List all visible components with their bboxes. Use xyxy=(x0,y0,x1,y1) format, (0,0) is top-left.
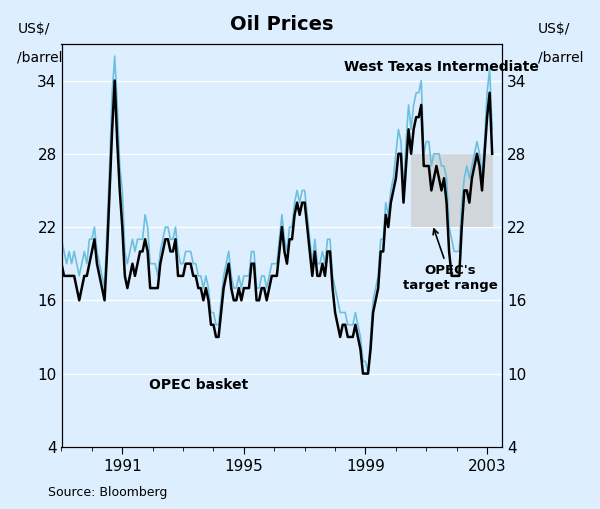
Text: OPEC basket: OPEC basket xyxy=(149,378,248,392)
Text: West Texas Intermediate: West Texas Intermediate xyxy=(344,61,539,74)
Text: /barrel: /barrel xyxy=(17,50,63,64)
Text: /barrel: /barrel xyxy=(538,50,583,64)
Text: US$/: US$/ xyxy=(538,22,570,36)
Bar xyxy=(411,154,493,227)
Text: OPEC's
target range: OPEC's target range xyxy=(403,229,498,292)
Title: Oil Prices: Oil Prices xyxy=(230,15,334,34)
Text: Source: Bloomberg: Source: Bloomberg xyxy=(48,486,167,499)
Text: US$/: US$/ xyxy=(17,22,50,36)
